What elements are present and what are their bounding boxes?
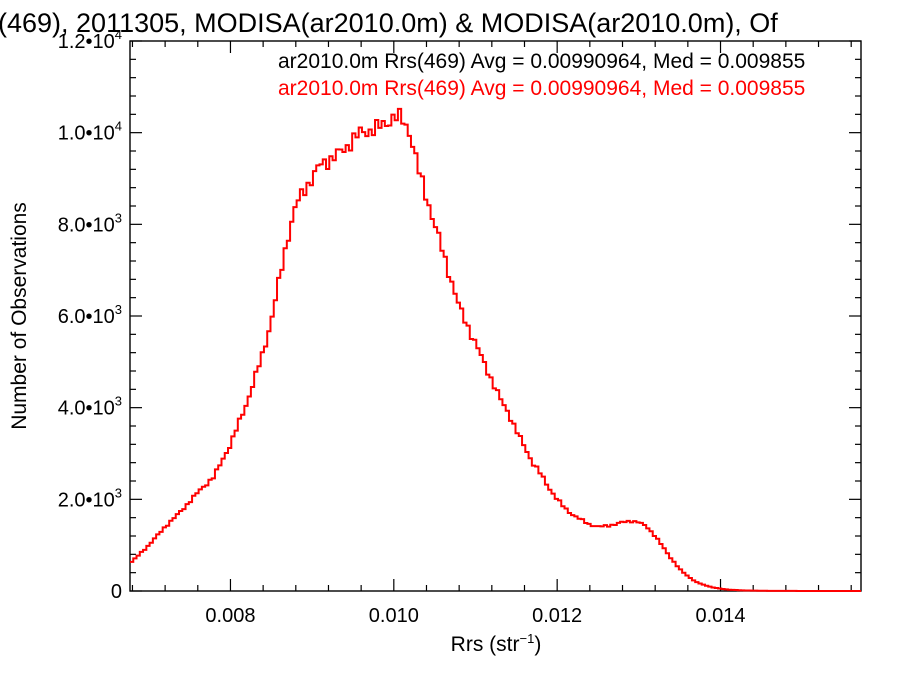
y-tick-label-exponent: 3 [115,485,122,500]
y-tick-label: 1.0•104 [58,119,122,145]
y-tick-label-exponent: 4 [115,27,122,42]
x-tick-label: 0.014 [695,605,745,627]
y-tick-label: 6.0•103 [58,302,122,328]
y-tick-label-exponent: 4 [115,119,122,134]
histogram-series-line [130,107,861,592]
x-axis-label-sup: −1 [520,631,535,646]
ticks-layer: 0.008 0.010 0.012 0.01402.0•1034.0•1036.0•1… [58,27,861,627]
y-tick-label-base: 6.0•10 [58,306,115,328]
y-tick-label: 2.0•103 [58,485,122,511]
y-tick-label-base: 2.0•10 [58,489,115,511]
x-axis-label-close: ) [534,633,541,656]
y-tick-label-exponent: 3 [115,302,122,317]
chart-title: (469), 2011305, MODISA(ar2010.0m) & MODI… [0,8,778,38]
x-tick-label: 0.010 [369,605,419,627]
x-tick-label: 0.012 [532,605,582,627]
legend-entry-black: ar2010.0m Rrs(469) Avg = 0.00990964, Med… [278,50,805,73]
y-tick-label-base: 0 [111,581,122,603]
x-axis-label-main: Rrs (str [451,633,520,656]
y-tick-label-base: 8.0•10 [58,214,115,236]
y-tick-label: 4.0•103 [58,394,122,420]
y-tick-label-exponent: 3 [115,394,122,409]
y-tick-label-base: 1.2•10 [58,31,115,53]
y-tick-label: 1.2•104 [58,27,122,53]
y-axis-label: Number of Observations [8,202,31,430]
x-axis-label: Rrs (str−1) [451,631,542,656]
y-tick-label: 8.0•103 [58,210,122,236]
y-tick-label: 0 [111,581,122,603]
y-tick-label-exponent: 3 [115,210,122,225]
y-tick-label-base: 4.0•10 [58,398,115,420]
x-tick-label: 0.008 [205,605,255,627]
plot-frame [129,40,862,592]
legend-entry-red: ar2010.0m Rrs(469) Avg = 0.00990964, Med… [278,77,805,100]
y-tick-label-base: 1.0•10 [58,123,115,145]
